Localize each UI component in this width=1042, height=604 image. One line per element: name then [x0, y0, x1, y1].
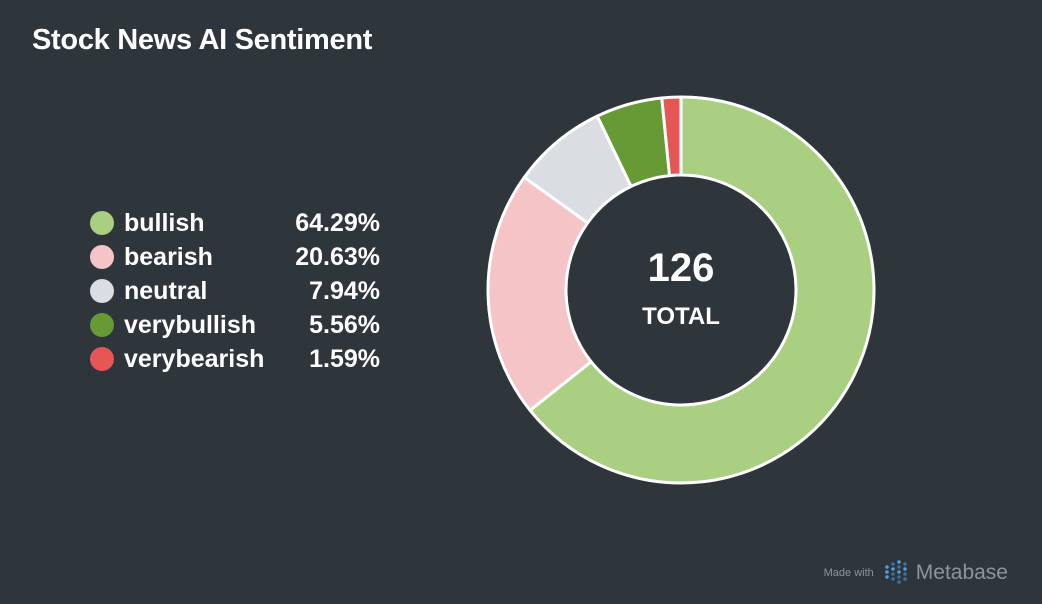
donut-slice-verybearish[interactable] — [660, 95, 683, 178]
legend-item-verybullish[interactable]: verybullish 5.56% — [90, 308, 390, 342]
donut-chart: 126 TOTAL — [485, 94, 877, 486]
legend-label: bearish — [124, 242, 213, 271]
legend-swatch — [90, 245, 114, 269]
legend-swatch — [90, 279, 114, 303]
legend-item-neutral[interactable]: neutral 7.94% — [90, 274, 390, 308]
legend-label: verybullish — [124, 310, 256, 339]
metabase-logo-icon[interactable] — [884, 560, 910, 586]
chart-title: Stock News AI Sentiment — [32, 24, 373, 56]
made-with-text: Made with — [823, 567, 874, 579]
legend-label: bullish — [124, 208, 205, 237]
legend-swatch — [90, 211, 114, 235]
legend-percent: 1.59% — [309, 344, 380, 373]
metabase-brand-text[interactable]: Metabase — [915, 561, 1008, 584]
legend: bullish 64.29% bearish 20.63% neutral 7.94% ve… — [90, 206, 390, 376]
donut-slice-bearish[interactable] — [486, 175, 593, 412]
legend-percent: 20.63% — [295, 242, 380, 271]
legend-swatch — [90, 313, 114, 337]
donut-svg: 126 TOTAL — [486, 95, 876, 485]
total-label: TOTAL — [642, 303, 720, 330]
legend-label: neutral — [124, 276, 208, 305]
donut-slice-bullish[interactable] — [528, 95, 876, 485]
total-value: 126 — [648, 246, 715, 290]
legend-item-verybearish[interactable]: verybearish 1.59% — [90, 342, 390, 376]
legend-item-bullish[interactable]: bullish 64.29% — [90, 206, 390, 240]
legend-percent: 7.94% — [309, 276, 380, 305]
footer: Made with Metabase — [824, 560, 1008, 586]
legend-item-bearish[interactable]: bearish 20.63% — [90, 240, 390, 274]
legend-percent: 5.56% — [309, 310, 380, 339]
legend-label: verybearish — [124, 344, 265, 373]
legend-percent: 64.29% — [295, 208, 380, 237]
legend-swatch — [90, 347, 114, 371]
